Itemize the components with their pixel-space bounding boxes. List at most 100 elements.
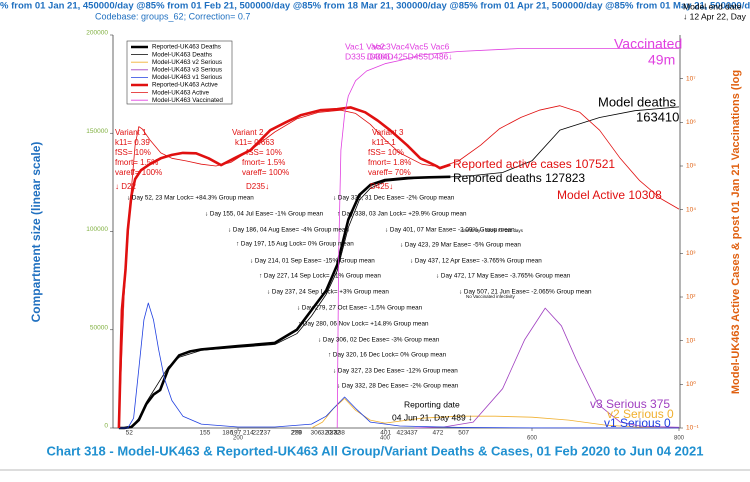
x-tick-label: 800: [674, 436, 685, 442]
annotation: fmort= 1.5%: [242, 158, 285, 167]
y-tick-label: 0: [104, 423, 108, 430]
annotation: ↑ Day 197, 15 Aug Lock= 0% Group mean: [236, 241, 354, 248]
chart-title: Chart 318 - Model-UK463 & Reported-UK463…: [47, 443, 704, 458]
annotation: Reported deaths 127823: [453, 171, 585, 185]
event-day-label: 332: [330, 430, 341, 437]
annotation: Reported active cases 107521: [453, 157, 615, 171]
y-tick-label: 150000: [86, 128, 108, 135]
annotation: ↓ Day 472, 17 May Ease= -3.765% Group me…: [436, 273, 571, 280]
annotation: vareff= 100%: [242, 168, 289, 177]
series-line: [117, 106, 451, 429]
event-day-label: 437: [407, 430, 418, 437]
annotation: 49m: [648, 52, 675, 68]
legend-label: Reported-UK463 Deaths: [152, 44, 221, 51]
annotation: vareff= 100%: [115, 168, 162, 177]
annotation: ↓ Day 237, 24 Sep Lock= +3% Group mean: [267, 289, 389, 296]
annotation: ↓ Day 332, 28 Dec Ease= -2% Group mean: [337, 383, 459, 390]
y-tick-label: 100000: [86, 226, 108, 233]
annotation: k11= 0.39: [115, 138, 150, 147]
event-day-label: 197: [230, 430, 241, 437]
annotation: ↓ Day 186, 04 Aug Ease= -4% Group mean: [228, 227, 349, 234]
annotation: ↓ Day 155, 04 Jul Ease= -1% Group mean: [205, 211, 324, 218]
y2-axis-label: Model-UK463 Active Cases & post 01 Jan 2…: [730, 70, 742, 394]
annotation: ↓ Day 332, 31 Dec Ease= -2% Group mean: [333, 195, 455, 202]
annotation: ↑ Day 320, 16 Dec Lock= 0% Group mean: [328, 352, 447, 359]
legend-label: Model-UK463 v2 Serious: [152, 59, 222, 66]
series-line: [414, 307, 680, 429]
event-day-label: 279: [291, 430, 302, 437]
legend-label: Model-UK463 Active: [152, 89, 210, 96]
annotation: fSS= 10%: [368, 148, 404, 157]
annotation: D335↓D366↓: [345, 51, 394, 61]
annotation: ↓ Day 507, 21 Jun Ease= -2.065% Group me…: [459, 289, 592, 296]
event-day-label: 52: [126, 430, 134, 437]
y-axis-label: Compartment size (linear scale): [29, 142, 43, 323]
annotation: 04 Jun 21, Day 489 ↓: [392, 412, 472, 422]
annotation: Variant 1: [115, 128, 147, 137]
series-line: [118, 302, 680, 429]
annotation: Vaccinated: [614, 36, 682, 52]
end-day: ↓ 12 Apr 22, Day: [683, 11, 747, 21]
legend-label: Model-UK463 Vaccinated: [152, 97, 223, 104]
event-day-label: 423: [396, 430, 407, 437]
annotation: v3 Serious 375: [590, 397, 670, 411]
y2-tick-label: 10⁰: [686, 380, 696, 388]
x-tick-label: 400: [380, 436, 391, 442]
x-tick-label: 600: [527, 436, 538, 442]
annotation: Variant 3: [372, 128, 404, 137]
y2-tick-label: 10³: [686, 250, 696, 257]
event-day-label: 320: [321, 430, 332, 437]
legend-box: [126, 40, 233, 105]
annotation: fmort= 1.5%: [115, 158, 158, 167]
y2-tick-label: 10²: [686, 294, 696, 301]
event-day-label: 186: [222, 430, 233, 437]
annotation: fmort= 1.8%: [368, 158, 411, 167]
annotation: 163410: [636, 109, 679, 124]
annotation: v2 Serious 0: [607, 407, 674, 421]
event-day-label: 472: [432, 430, 443, 437]
annotation: fSS= 10%: [115, 148, 151, 157]
annotation: Vac1 Vac2: [345, 41, 385, 51]
annotation: D404D425D455D486↓: [367, 51, 453, 61]
series-line: [118, 175, 451, 430]
annotation: D425↓: [370, 182, 393, 191]
annotation: Model Active 10308: [557, 188, 662, 202]
annotation: k11= 0.663: [235, 138, 275, 147]
event-day-label: 237: [260, 430, 271, 437]
annotation: ↓ Day 423, 29 Mar Ease= -5% Group mean: [400, 242, 521, 249]
event-day-label: 306: [310, 430, 321, 437]
annotation: ↓ Day 401, 07 Mar Ease= -2.09% Group mea…: [385, 227, 515, 234]
annotation: vareff= 70%: [368, 168, 411, 177]
event-day-label: 401: [380, 430, 391, 437]
event-day-label: 155: [199, 430, 210, 437]
event-day-label: 327: [326, 430, 337, 437]
annotation: Vac3Vac4Vac5 Vac6: [372, 41, 450, 51]
annotation: ↑ Day 280, 06 Nov Lock= +14.8% Group mea…: [298, 321, 429, 328]
annotation: ↓ Day 306, 02 Dec Ease= -3% Group mean: [318, 337, 440, 344]
legend-label: Reported-UK463 Active: [152, 82, 218, 89]
codebase: Codebase: groups_62; Correction= 0.7: [95, 11, 250, 21]
y2-tick-label: 10⁵: [686, 163, 696, 170]
series-line: [118, 105, 680, 429]
event-day-label: 227: [252, 430, 263, 437]
annotation: ↓ D22: [115, 182, 136, 191]
end-date: Model end date: [683, 1, 742, 11]
series-line: [336, 48, 679, 429]
banner: % from 01 Jan 21, 450000/day @85% from 0…: [0, 1, 750, 12]
annotation: ↓ Day 437, 12 Apr Ease= -3.765% Group me…: [410, 258, 542, 265]
x-tick-label: 200: [233, 436, 244, 442]
y2-tick-label: 10¹: [686, 337, 696, 344]
legend-label: Model-UK463 v1 Serious: [152, 74, 222, 81]
annotation: ↓ Day 327, 23 Dec Ease= -12% Group mean: [333, 368, 458, 375]
series-line: [118, 106, 680, 429]
y2-tick-label: 10⁶: [686, 119, 696, 126]
y-tick-label: 50000: [90, 324, 108, 331]
event-day-label: 507: [458, 430, 469, 437]
event-day-label: 280: [291, 430, 302, 437]
annotation: ↓ Day 214, 01 Sep Ease= -15% Group mean: [250, 258, 375, 265]
annotation: ↑ Day 227, 14 Sep Lock= +1% Group mean: [259, 273, 381, 280]
annotation: Variant 2: [232, 128, 264, 137]
annotation: Immunity = 100% for 150 days: [462, 228, 524, 233]
y2-tick-label: 10⁴: [686, 206, 696, 213]
